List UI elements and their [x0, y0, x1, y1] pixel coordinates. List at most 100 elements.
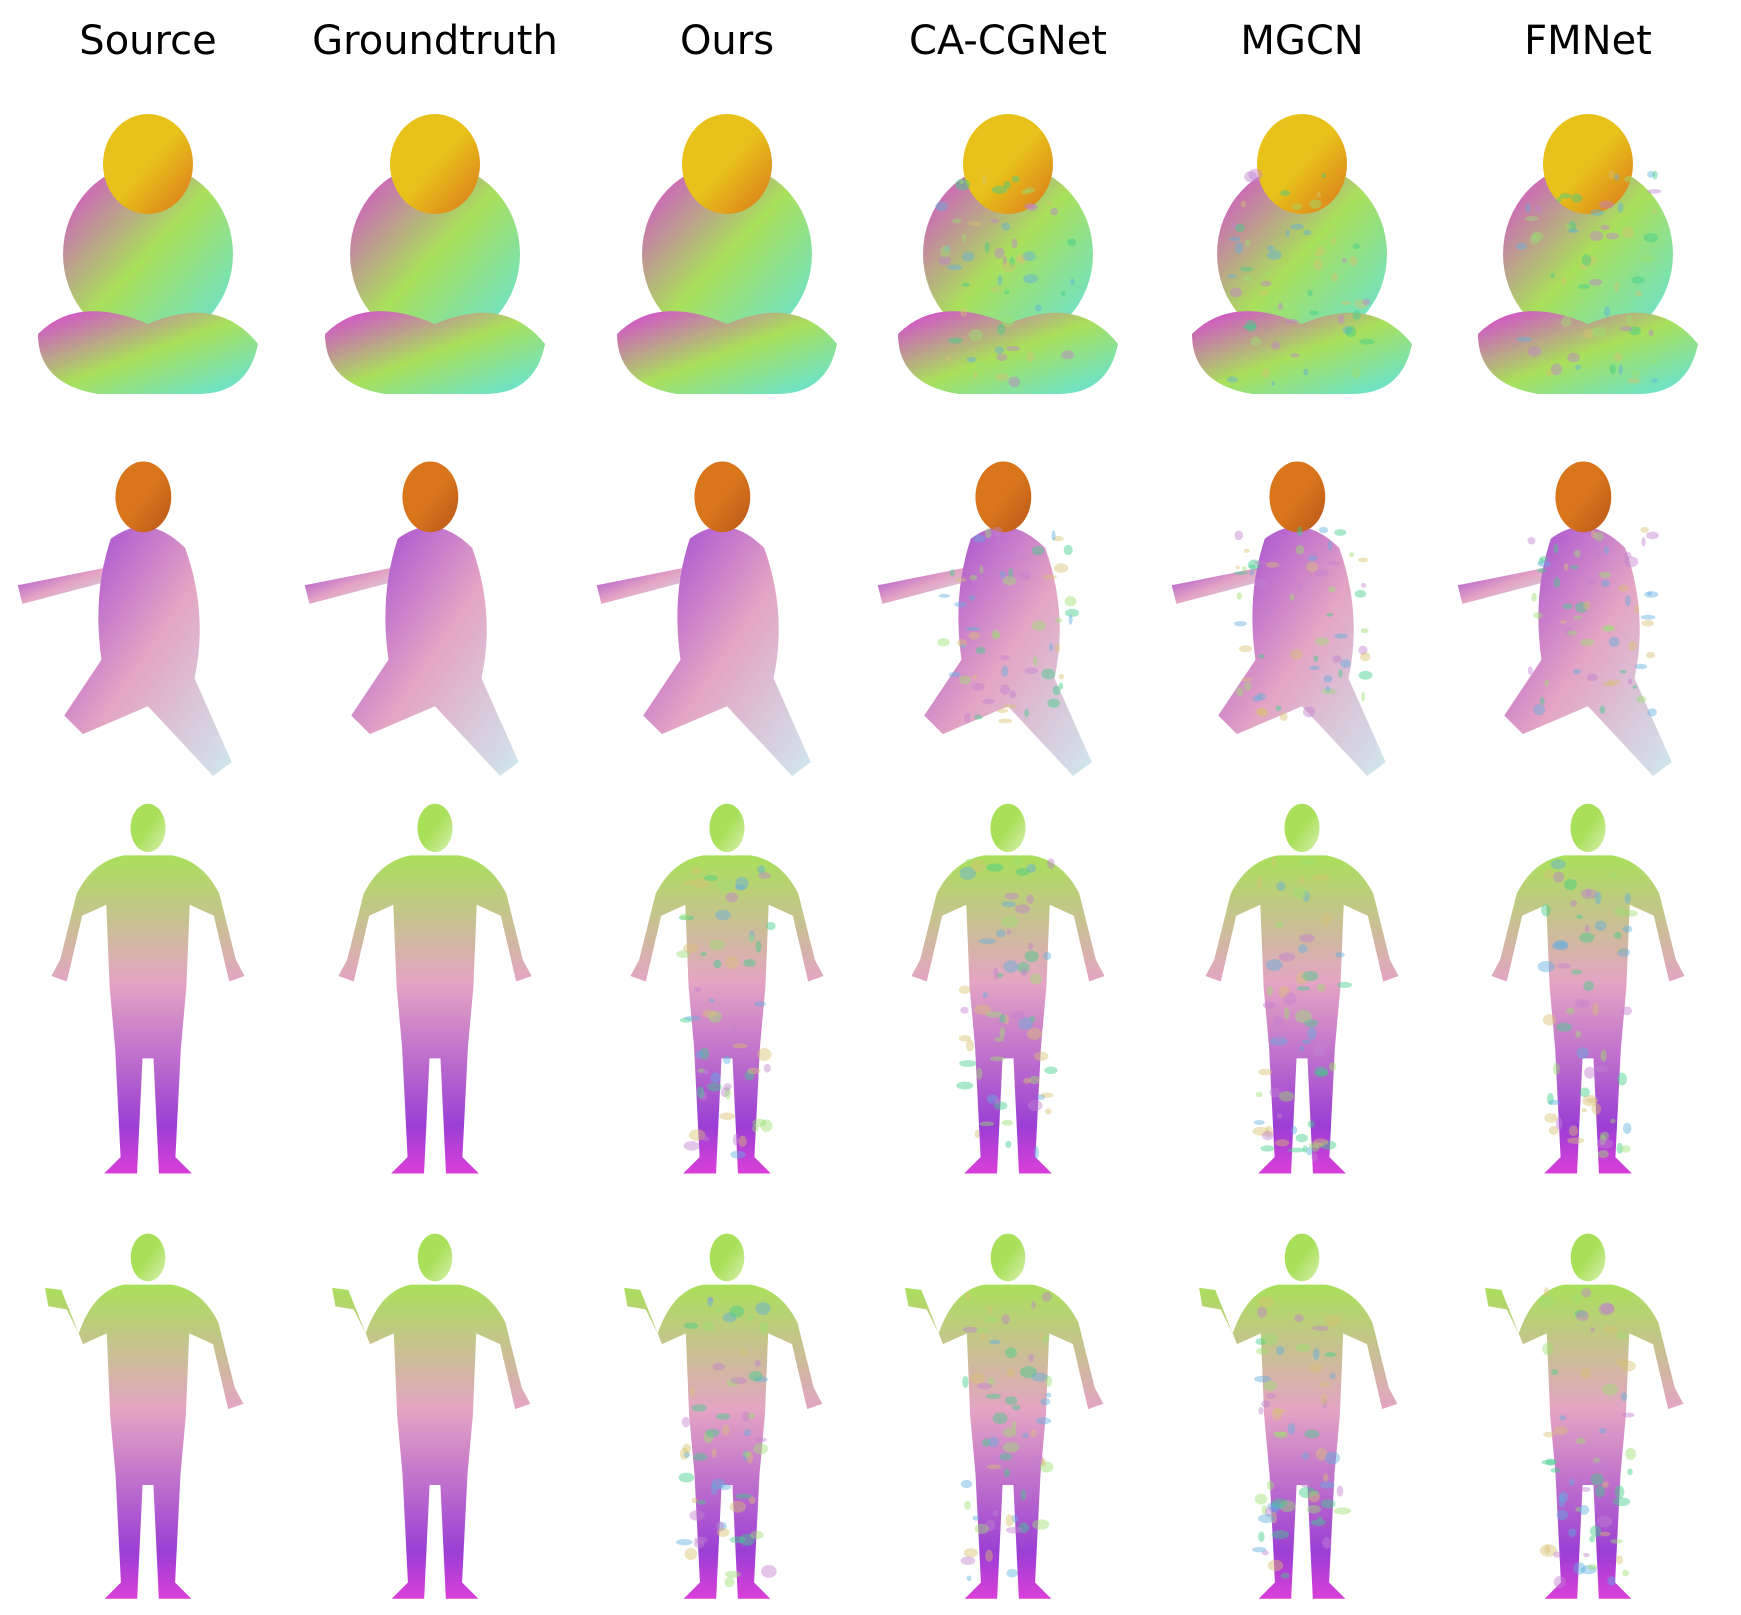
texture-noise — [1255, 1091, 1263, 1098]
texture-noise — [1052, 536, 1064, 542]
texture-noise — [960, 307, 968, 318]
texture-noise — [1614, 907, 1627, 917]
texture-noise — [1594, 1460, 1607, 1468]
texture-noise — [1362, 298, 1371, 306]
texture-noise — [1610, 1538, 1623, 1544]
texture-noise — [1311, 1152, 1318, 1162]
texture-noise — [710, 1072, 721, 1084]
texture-noise — [1310, 1144, 1320, 1152]
texture-noise — [1298, 944, 1308, 954]
texture-noise — [1311, 1325, 1329, 1331]
texture-noise — [1307, 289, 1313, 297]
texture-noise — [695, 1050, 704, 1059]
texture-noise — [1015, 253, 1029, 263]
texture-noise — [997, 708, 1009, 713]
texture-noise — [1243, 682, 1252, 691]
texture-noise — [1024, 667, 1039, 674]
texture-noise — [1583, 980, 1595, 991]
texture-noise — [1602, 681, 1616, 687]
texture-noise — [973, 534, 986, 543]
texture-noise — [1582, 1094, 1598, 1107]
texture-noise — [735, 1493, 753, 1499]
texture-noise — [1002, 576, 1017, 586]
texture-noise — [1234, 530, 1244, 541]
texture-noise — [1550, 1467, 1561, 1473]
texture-noise — [1591, 327, 1606, 337]
texture-noise — [1325, 686, 1331, 693]
texture-noise — [1577, 284, 1591, 289]
texture-noise — [1241, 566, 1248, 572]
texture-noise — [1564, 626, 1575, 637]
texture-noise — [1590, 530, 1597, 539]
texture-noise — [968, 329, 983, 341]
texture-noise — [734, 884, 746, 891]
texture-noise — [1620, 1145, 1631, 1153]
texture-noise — [997, 323, 1006, 335]
texture-noise — [1580, 1565, 1597, 1575]
texture-noise — [949, 569, 955, 577]
texture-noise — [1552, 1062, 1560, 1075]
texture-noise — [1296, 526, 1303, 537]
mesh-render-mgcn-row-3 — [1187, 795, 1417, 1190]
texture-noise — [1539, 556, 1548, 562]
texture-noise — [1574, 601, 1588, 613]
texture-noise — [729, 1501, 746, 1513]
texture-noise — [1231, 222, 1237, 229]
texture-noise — [710, 1484, 718, 1495]
human-mesh — [304, 461, 519, 777]
texture-noise — [1516, 336, 1532, 342]
texture-noise — [993, 967, 999, 980]
texture-noise — [1245, 239, 1251, 247]
texture-noise — [1618, 364, 1623, 376]
texture-noise — [987, 1436, 999, 1448]
texture-noise — [1021, 189, 1030, 195]
texture-noise — [740, 1348, 748, 1357]
texture-noise — [703, 874, 718, 882]
texture-noise — [760, 1119, 773, 1132]
texture-noise — [1545, 368, 1554, 376]
texture-noise — [765, 921, 776, 931]
texture-noise — [683, 943, 698, 954]
texture-noise — [1015, 867, 1030, 876]
texture-noise — [1589, 278, 1603, 286]
texture-noise — [1616, 1142, 1623, 1154]
texture-noise — [1263, 1380, 1277, 1391]
texture-noise — [1258, 1531, 1265, 1543]
texture-noise — [1008, 376, 1021, 388]
texture-noise — [1625, 595, 1631, 607]
human-mesh — [905, 1233, 1104, 1599]
texture-noise — [1329, 1372, 1336, 1380]
texture-noise — [1298, 582, 1303, 592]
texture-noise — [1031, 1300, 1036, 1309]
texture-noise — [1287, 1147, 1306, 1153]
texture-noise — [1236, 687, 1244, 697]
texture-noise — [1306, 1146, 1313, 1156]
texture-noise — [1625, 1448, 1636, 1460]
texture-noise — [1564, 223, 1572, 230]
texture-noise — [1545, 1458, 1557, 1466]
texture-noise — [1643, 233, 1659, 243]
mesh-render-source-row-3 — [33, 795, 263, 1190]
texture-noise — [955, 178, 971, 191]
texture-noise — [693, 1540, 705, 1549]
texture-noise — [1240, 266, 1253, 272]
mesh-render-mgcn-row-4 — [1187, 1225, 1417, 1615]
texture-noise — [1295, 1343, 1311, 1353]
texture-noise — [1544, 1113, 1558, 1123]
texture-noise — [1011, 1011, 1026, 1020]
texture-noise — [979, 1121, 995, 1127]
texture-noise — [1622, 226, 1634, 239]
texture-noise — [1333, 1507, 1352, 1515]
texture-noise — [1236, 592, 1243, 600]
texture-noise — [1358, 645, 1368, 655]
texture-noise — [1258, 290, 1270, 296]
texture-noise — [1572, 668, 1582, 675]
texture-noise — [1599, 1134, 1606, 1146]
texture-noise — [1307, 1120, 1315, 1128]
texture-noise — [1270, 1511, 1278, 1524]
texture-noise — [1624, 892, 1631, 904]
texture-noise — [1525, 203, 1531, 213]
texture-noise — [1000, 684, 1011, 695]
texture-noise — [755, 940, 762, 953]
texture-noise — [1290, 223, 1304, 230]
